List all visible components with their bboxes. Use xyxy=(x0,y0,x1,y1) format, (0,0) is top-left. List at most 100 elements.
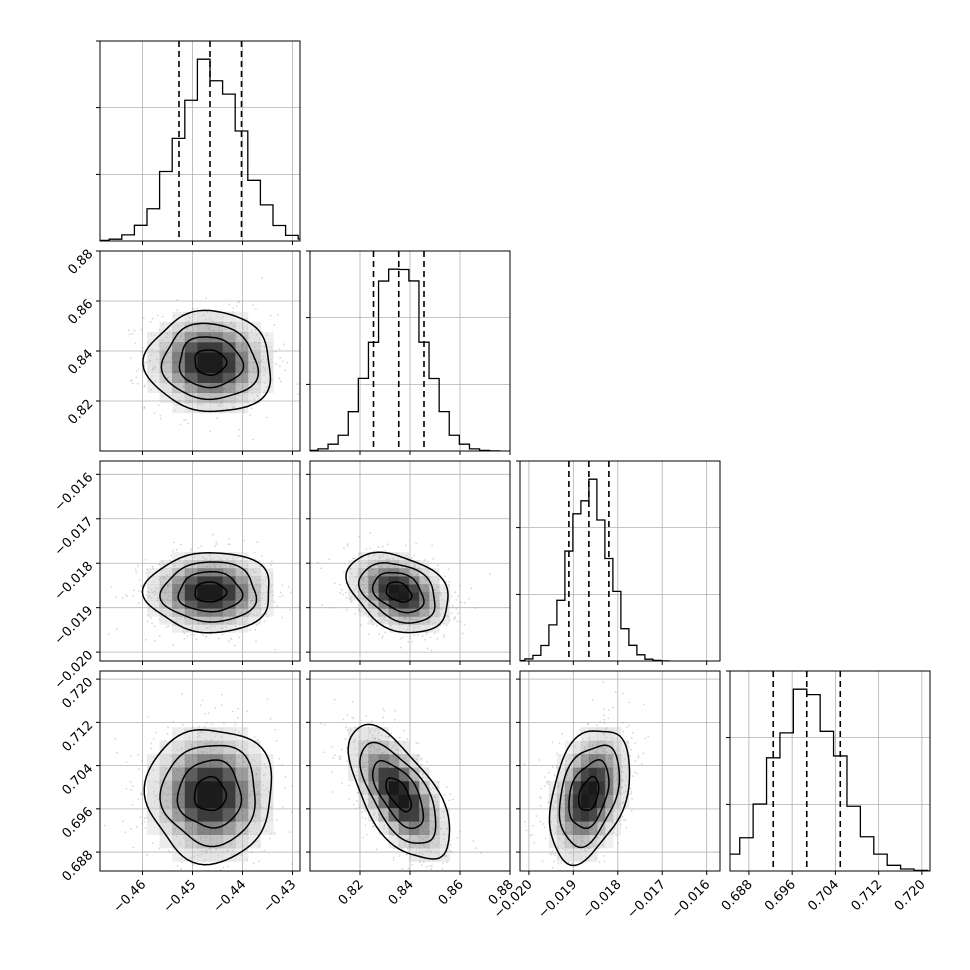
sample-point xyxy=(279,365,281,368)
density-cell xyxy=(197,592,211,601)
sample-point xyxy=(266,787,268,790)
density-cell xyxy=(147,584,161,593)
density-cell xyxy=(398,584,410,593)
sample-point xyxy=(148,359,151,362)
sample-point xyxy=(210,625,213,628)
sample-point xyxy=(200,853,203,856)
panel-content xyxy=(100,251,306,451)
sample-point xyxy=(389,624,392,627)
sample-point xyxy=(221,633,224,636)
sample-point xyxy=(217,404,220,407)
sample-point xyxy=(370,620,373,623)
density-cell xyxy=(147,372,161,383)
sample-point xyxy=(201,731,204,734)
sample-point xyxy=(319,567,322,570)
density-cell xyxy=(222,311,236,323)
sample-point xyxy=(256,738,259,741)
sample-point xyxy=(396,837,399,840)
sample-point xyxy=(200,545,203,547)
density-cell xyxy=(222,382,236,394)
sample-point xyxy=(457,595,460,598)
sample-point xyxy=(281,764,283,767)
sample-point xyxy=(362,609,365,611)
sample-point xyxy=(274,350,277,353)
sample-point xyxy=(413,626,416,629)
sample-point xyxy=(373,553,376,556)
sample-point xyxy=(261,592,264,595)
density-cell xyxy=(260,352,274,363)
sample-point xyxy=(448,584,450,586)
sample-point xyxy=(381,545,384,548)
density-cell xyxy=(184,352,198,363)
sample-point xyxy=(398,736,401,739)
sample-point xyxy=(354,584,357,587)
sample-point xyxy=(382,716,385,719)
sample-point xyxy=(253,736,256,739)
sample-point xyxy=(413,566,416,569)
sample-point xyxy=(426,849,429,852)
sample-point xyxy=(252,571,255,574)
sample-point xyxy=(125,787,128,790)
density-cell xyxy=(439,608,450,617)
sample-point xyxy=(399,749,402,752)
density-cell xyxy=(184,616,198,625)
sample-point xyxy=(220,704,223,707)
sample-point xyxy=(352,803,355,806)
density-cell xyxy=(222,568,236,577)
sample-point xyxy=(304,331,306,333)
density-cell xyxy=(235,321,249,333)
sample-point xyxy=(339,757,342,760)
sample-point xyxy=(202,556,204,559)
sample-point xyxy=(360,624,362,627)
sample-point xyxy=(445,828,448,831)
sample-point xyxy=(198,899,200,901)
sample-point xyxy=(206,851,208,854)
sample-point xyxy=(192,864,195,866)
sample-point xyxy=(150,616,152,619)
sample-point xyxy=(175,620,178,623)
sample-point xyxy=(154,366,157,369)
sample-point xyxy=(174,409,176,412)
sample-point xyxy=(366,603,369,606)
sample-point xyxy=(472,840,475,842)
sample-point xyxy=(141,351,144,353)
density-cell xyxy=(210,608,224,617)
sample-point xyxy=(159,414,162,417)
sample-point xyxy=(135,370,138,373)
sample-point xyxy=(328,558,330,561)
panel-frame xyxy=(309,460,511,662)
sample-point xyxy=(348,784,351,787)
sample-point xyxy=(212,727,215,730)
sample-point xyxy=(164,821,167,824)
sample-point xyxy=(355,564,357,567)
density-cell xyxy=(147,576,161,585)
sample-point xyxy=(393,847,396,850)
density-cell xyxy=(368,568,380,577)
sample-point xyxy=(261,345,264,348)
density-cell xyxy=(235,311,249,323)
sample-point xyxy=(197,736,199,739)
sample-point xyxy=(140,328,143,331)
sample-point xyxy=(256,541,259,544)
sample-point xyxy=(407,867,410,870)
sample-point xyxy=(158,847,161,850)
sample-point xyxy=(164,739,167,742)
y-tick-label-2: −0.019 xyxy=(52,603,97,648)
density-cell xyxy=(147,608,161,617)
density-cell xyxy=(260,382,274,394)
sample-point xyxy=(260,360,263,363)
sample-point xyxy=(380,621,382,624)
sample-point xyxy=(200,730,203,733)
density-cell xyxy=(184,576,198,585)
sample-point xyxy=(383,616,386,619)
sample-point xyxy=(265,577,268,580)
sample-point xyxy=(211,533,214,536)
sample-point xyxy=(152,790,155,793)
sample-point xyxy=(437,786,440,789)
sample-point xyxy=(429,617,432,619)
sample-point xyxy=(423,559,426,561)
sample-point xyxy=(137,589,140,592)
contour-level-2 xyxy=(159,744,256,848)
sample-point xyxy=(165,382,168,385)
sample-point xyxy=(413,634,416,637)
